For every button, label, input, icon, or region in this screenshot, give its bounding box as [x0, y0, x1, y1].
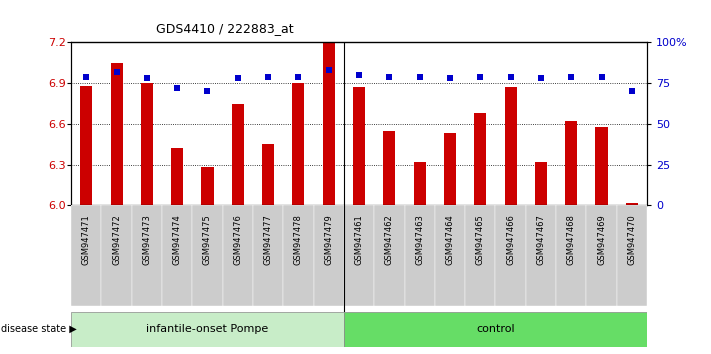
- Text: GSM947476: GSM947476: [233, 214, 242, 265]
- Text: GSM947473: GSM947473: [142, 214, 151, 265]
- Bar: [383, 131, 395, 205]
- Text: GSM947475: GSM947475: [203, 214, 212, 264]
- Bar: [465, 205, 496, 306]
- Point: [535, 75, 547, 81]
- Point: [353, 72, 365, 78]
- Bar: [626, 202, 638, 205]
- Bar: [414, 162, 426, 205]
- Bar: [132, 205, 162, 306]
- Text: GSM947469: GSM947469: [597, 214, 606, 264]
- Point: [505, 74, 516, 80]
- Bar: [314, 205, 344, 306]
- Text: GSM947467: GSM947467: [536, 214, 545, 265]
- Text: disease state ▶: disease state ▶: [1, 324, 77, 334]
- Bar: [71, 312, 344, 347]
- Text: GSM947462: GSM947462: [385, 214, 394, 264]
- Bar: [616, 205, 647, 306]
- Text: GSM947477: GSM947477: [264, 214, 272, 265]
- Bar: [353, 87, 365, 205]
- Point: [626, 88, 638, 94]
- Bar: [223, 205, 253, 306]
- Bar: [556, 205, 587, 306]
- Bar: [525, 205, 556, 306]
- Point: [111, 69, 122, 75]
- Point: [323, 67, 334, 73]
- Bar: [496, 205, 525, 306]
- Bar: [405, 205, 435, 306]
- Point: [262, 74, 274, 80]
- Bar: [71, 205, 102, 306]
- Bar: [323, 42, 335, 205]
- Text: GSM947466: GSM947466: [506, 214, 515, 265]
- Text: GSM947468: GSM947468: [567, 214, 576, 265]
- Text: GSM947479: GSM947479: [324, 214, 333, 264]
- Text: GSM947478: GSM947478: [294, 214, 303, 265]
- Point: [171, 85, 183, 91]
- Point: [202, 88, 213, 94]
- Bar: [171, 148, 183, 205]
- Text: infantile-onset Pompe: infantile-onset Pompe: [146, 324, 269, 334]
- Bar: [474, 113, 486, 205]
- Text: GSM947470: GSM947470: [627, 214, 636, 264]
- Point: [80, 74, 92, 80]
- Bar: [596, 127, 608, 205]
- Bar: [141, 83, 153, 205]
- Point: [414, 74, 425, 80]
- Point: [293, 74, 304, 80]
- Bar: [253, 205, 283, 306]
- Bar: [201, 167, 213, 205]
- Bar: [283, 205, 314, 306]
- Bar: [80, 86, 92, 205]
- Point: [565, 74, 577, 80]
- Text: GSM947472: GSM947472: [112, 214, 121, 264]
- Bar: [102, 205, 132, 306]
- Bar: [587, 205, 616, 306]
- Text: control: control: [476, 324, 515, 334]
- Bar: [292, 83, 304, 205]
- Point: [141, 75, 153, 81]
- Text: GSM947461: GSM947461: [355, 214, 363, 264]
- Text: GSM947464: GSM947464: [446, 214, 454, 264]
- Bar: [344, 205, 374, 306]
- Bar: [110, 63, 122, 205]
- Bar: [344, 312, 647, 347]
- Bar: [505, 87, 517, 205]
- Point: [475, 74, 486, 80]
- Point: [384, 74, 395, 80]
- Point: [232, 75, 243, 81]
- Bar: [444, 133, 456, 205]
- Text: GSM947463: GSM947463: [415, 214, 424, 265]
- Text: GSM947474: GSM947474: [173, 214, 182, 264]
- Bar: [435, 205, 465, 306]
- Bar: [193, 205, 223, 306]
- Bar: [232, 103, 244, 205]
- Bar: [374, 205, 405, 306]
- Text: GSM947465: GSM947465: [476, 214, 485, 264]
- Point: [596, 74, 607, 80]
- Point: [444, 75, 456, 81]
- Text: GDS4410 / 222883_at: GDS4410 / 222883_at: [156, 22, 294, 35]
- Bar: [535, 162, 547, 205]
- Bar: [565, 121, 577, 205]
- Bar: [262, 144, 274, 205]
- Bar: [162, 205, 193, 306]
- Text: GSM947471: GSM947471: [82, 214, 91, 264]
